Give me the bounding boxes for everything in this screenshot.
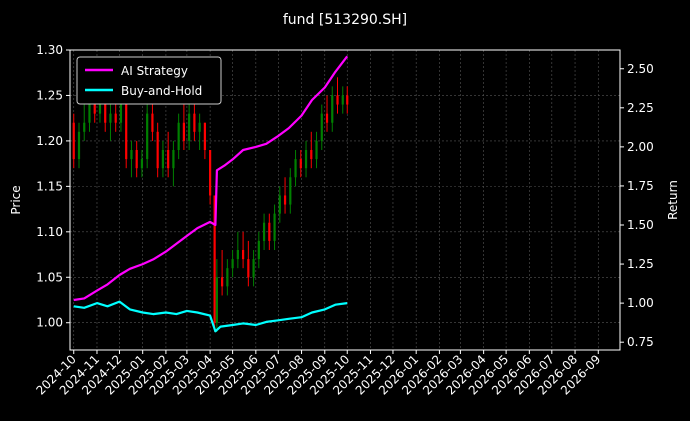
candle-body xyxy=(221,277,224,287)
candle-body xyxy=(109,113,112,123)
candle-body xyxy=(231,259,234,269)
candle-body xyxy=(104,86,107,123)
series-line-buy-and-hold xyxy=(73,300,348,333)
chart-title: fund [513290.SH] xyxy=(283,12,407,28)
y-left-tick-label: 1.30 xyxy=(36,43,63,57)
legend: AI Strategy Buy-and-Hold xyxy=(76,56,222,105)
candle-body xyxy=(140,159,144,169)
candle-body xyxy=(331,95,334,123)
candle-body xyxy=(289,177,292,205)
candle-body xyxy=(336,95,339,105)
candle-body xyxy=(151,113,154,132)
y-left-tick-label: 1.05 xyxy=(36,270,63,284)
candle-body xyxy=(156,131,159,169)
y-right-tick-label: 0.75 xyxy=(627,335,654,349)
candle-body xyxy=(188,113,191,141)
candle-body xyxy=(203,122,206,150)
candle-body xyxy=(341,95,344,105)
plot-frame xyxy=(69,49,621,351)
y-left-tick-label: 1.25 xyxy=(36,88,63,102)
candle-body xyxy=(193,113,196,132)
series-layer xyxy=(73,55,349,333)
y-right-tick-label: 1.25 xyxy=(627,257,654,271)
candle-body xyxy=(77,131,81,160)
candle-body xyxy=(130,150,133,160)
y-right-tick-label: 1.00 xyxy=(627,296,654,310)
candle-body xyxy=(209,150,212,196)
candle-body xyxy=(252,259,255,278)
candle-body xyxy=(93,95,96,114)
candle-body xyxy=(304,150,308,169)
candle-body xyxy=(315,140,318,160)
y-left-tick-label: 1.10 xyxy=(36,225,63,239)
candle-body xyxy=(198,122,201,132)
y-right-tick-label: 2.25 xyxy=(627,101,654,115)
candle-body xyxy=(236,250,239,260)
candle-body xyxy=(215,277,218,323)
candle-body xyxy=(146,113,149,160)
legend-label-buy-and-hold: Buy-and-Hold xyxy=(121,84,202,98)
candle-body xyxy=(278,195,281,214)
y-left-tick-label: 1.00 xyxy=(36,316,63,330)
y-axis-right-label: Return xyxy=(666,180,680,220)
y-right-tick-label: 2.00 xyxy=(627,140,654,154)
candle-body xyxy=(83,122,86,132)
candle-body xyxy=(182,122,185,141)
candle-body xyxy=(119,86,123,123)
y-right-tick-label: 1.50 xyxy=(627,218,654,232)
y-left-tick-label: 1.20 xyxy=(36,134,63,148)
candle-body xyxy=(257,240,260,260)
candle-body xyxy=(346,95,349,105)
candle-body xyxy=(262,222,266,241)
candle-body xyxy=(320,113,323,141)
candle-body xyxy=(135,150,138,169)
series-line-ai-strategy xyxy=(73,55,349,302)
candle-body xyxy=(241,250,245,260)
candle-body xyxy=(294,159,297,178)
legend-label-ai-strategy: AI Strategy xyxy=(121,64,188,78)
candle-body xyxy=(167,150,170,169)
candle-body xyxy=(213,195,216,323)
candle-body xyxy=(88,95,91,123)
y-axis-left-label: Price xyxy=(9,185,23,214)
candle-body xyxy=(72,122,75,160)
y-left-tick-label: 1.15 xyxy=(36,179,63,193)
candle-body xyxy=(268,222,271,241)
candle-body xyxy=(273,213,276,241)
candle-body xyxy=(114,113,117,123)
candle-body xyxy=(325,113,329,123)
candle-body xyxy=(283,195,287,205)
candle-body xyxy=(299,159,302,169)
candle-body xyxy=(161,150,165,169)
candle-body xyxy=(125,86,128,160)
candle-body xyxy=(226,268,229,287)
candle-body xyxy=(177,122,180,150)
candle-body xyxy=(247,259,250,278)
candle-body xyxy=(310,150,313,160)
y-right-tick-label: 2.50 xyxy=(627,62,654,76)
candle-body xyxy=(172,150,175,169)
y-right-tick-label: 1.75 xyxy=(627,179,654,193)
